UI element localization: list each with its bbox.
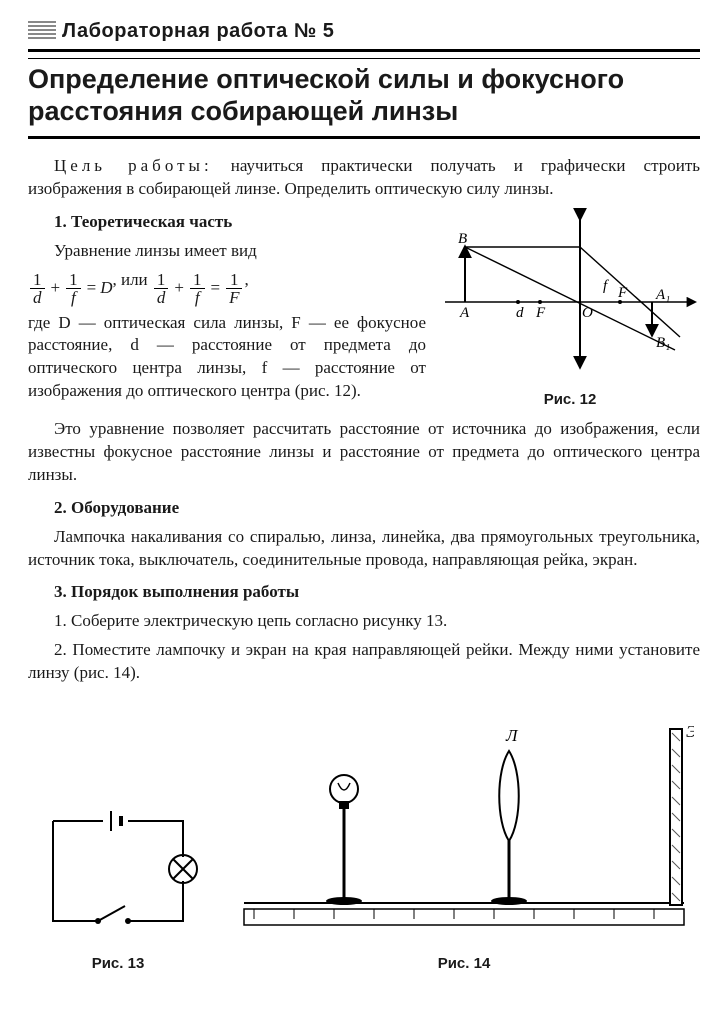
screen-label: Э <box>686 722 694 741</box>
fig14-caption: Рис. 14 <box>228 954 700 974</box>
page-root: Лабораторная работа № 5 Определение опти… <box>0 0 728 1024</box>
bottom-figures-row: Рис. 13 <box>28 711 700 974</box>
svg-text:A₁: A₁ <box>655 287 670 303</box>
eq2: 1d + 1f = 1F <box>152 271 245 306</box>
lens-label: Л <box>505 726 519 745</box>
circuit-svg <box>33 781 203 941</box>
goal-paragraph: Цель работы: научиться практически получ… <box>28 155 700 201</box>
theory-line1: Уравнение линзы имеет вид <box>54 241 257 260</box>
title-block: Определение оптической силы и фокусного … <box>28 49 700 139</box>
svg-text:B₁: B₁ <box>656 335 670 351</box>
section-3-heading: 3. Порядок выполнения работы <box>28 581 700 604</box>
goal-label: Цель работы: <box>54 156 213 175</box>
figure-14: Л Э Рис. 14 <box>228 711 700 974</box>
step-1: 1. Соберите электрическую цепь согласно … <box>28 610 700 633</box>
figure-13: Рис. 13 <box>28 781 208 974</box>
section-2-heading: 2. Оборудование <box>28 497 700 520</box>
header-hatch <box>28 21 56 39</box>
lab-number: Лабораторная работа № 5 <box>62 20 334 42</box>
eq-comma: , <box>244 270 248 289</box>
fig13-caption: Рис. 13 <box>28 954 208 974</box>
eq-or: , или <box>112 270 151 289</box>
fig12-caption: Рис. 12 <box>440 390 700 410</box>
svg-text:F: F <box>617 285 628 301</box>
step-2: 2. Поместите лампочку и экран на края на… <box>28 639 700 685</box>
svg-text:B: B <box>458 231 467 247</box>
svg-text:A: A <box>459 305 470 321</box>
svg-text:O: O <box>582 305 593 321</box>
rule-top <box>28 58 700 59</box>
svg-text:f: f <box>603 278 609 294</box>
page-title: Определение оптической силы и фокусного … <box>28 63 700 128</box>
equipment-text: Лампочка накаливания со спиралью, линза,… <box>28 526 700 572</box>
overline-row: Лабораторная работа № 5 <box>28 18 700 45</box>
figure-12: A B O F d F f A₁ B₁ Рис. 12 <box>440 207 700 410</box>
optical-bench-svg: Л Э <box>234 711 694 941</box>
eq1: 1d + 1f = D <box>28 271 112 306</box>
svg-text:F: F <box>535 305 546 321</box>
lens-diagram-svg: A B O F d F f A₁ B₁ <box>440 207 700 377</box>
theory-p3: Это уравнение позволяет рассчитать расст… <box>28 418 700 487</box>
svg-text:d: d <box>516 305 524 321</box>
